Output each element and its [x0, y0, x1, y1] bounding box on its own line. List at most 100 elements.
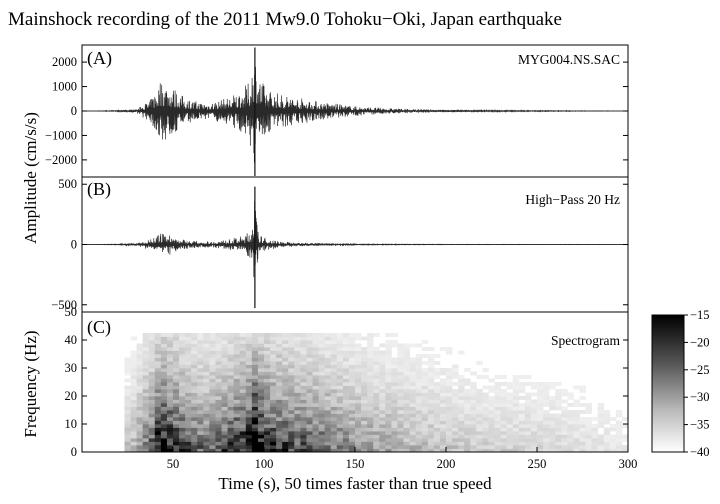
- spectrogram-cell: [245, 403, 253, 407]
- spectrogram-cell: [597, 434, 605, 439]
- spectrogram-cell: [264, 336, 271, 341]
- spectrogram-cell: [276, 357, 283, 362]
- spectrogram-cell: [142, 354, 150, 358]
- spectrogram-cell: [203, 392, 210, 397]
- spectrogram-cell: [591, 427, 599, 432]
- spectrogram-cell: [427, 392, 435, 397]
- spectrogram-cell: [142, 396, 150, 400]
- y-axis-label-amplitude: Amplitude (cm/s/s): [21, 112, 40, 244]
- spectrogram-cell: [270, 420, 277, 425]
- spectrogram-cell: [488, 434, 495, 439]
- spectrogram-cell: [348, 413, 356, 418]
- spectrogram-cell: [221, 385, 228, 390]
- spectrogram-cell: [142, 406, 150, 411]
- spectrogram-cell: [621, 445, 629, 449]
- spectrogram-cell: [403, 427, 410, 432]
- spectrogram-cell: [233, 448, 241, 453]
- spectrogram-cell: [294, 385, 301, 390]
- spectrogram-cell: [524, 410, 532, 414]
- spectrogram-cell: [385, 340, 392, 344]
- spectrogram-cell: [379, 357, 386, 362]
- spectrogram-cell: [421, 441, 429, 446]
- spectrogram-cell: [427, 438, 435, 442]
- spectrogram-cell: [342, 343, 350, 348]
- spectrogram-cell: [160, 434, 168, 439]
- spectrogram-cell: [209, 445, 216, 449]
- spectrogram-cell: [276, 364, 283, 369]
- spectrogram-cell: [621, 438, 629, 442]
- spectrogram-cell: [179, 364, 186, 369]
- spectrogram-cell: [373, 389, 380, 393]
- spectrogram-cell: [221, 357, 228, 362]
- spectrogram-cell: [427, 399, 435, 404]
- spectrogram-cell: [130, 441, 137, 446]
- spectrogram-cell: [470, 382, 477, 386]
- spectrogram-cell: [537, 382, 544, 386]
- spectrogram-cell: [124, 441, 131, 446]
- spectrogram-cell: [294, 417, 301, 421]
- spectrogram-cell: [233, 445, 241, 449]
- spectrogram-cell: [257, 420, 265, 425]
- spectrogram-cell: [421, 389, 429, 393]
- spectrogram-cell: [142, 375, 150, 379]
- spectrogram-cell: [324, 420, 332, 425]
- spectrogram-cell: [355, 389, 362, 393]
- spectrogram-cell: [348, 357, 356, 362]
- spectrogram-cell: [179, 399, 186, 404]
- spectrogram-cell: [221, 392, 228, 397]
- spectrogram-cell: [318, 399, 326, 404]
- spectrogram-cell: [148, 343, 156, 348]
- spectrogram-cell: [373, 350, 380, 355]
- spectrogram-cell: [148, 431, 156, 435]
- spectrogram-cell: [312, 375, 319, 379]
- spectrogram-cell: [361, 434, 368, 439]
- spectrogram-cell: [270, 413, 277, 418]
- spectrogram-cell: [166, 368, 174, 372]
- spectrogram-cell: [336, 448, 344, 453]
- spectrogram-cell: [330, 357, 338, 362]
- spectrogram-cell: [179, 336, 186, 341]
- spectrogram-cell: [336, 431, 344, 435]
- spectrogram-cell: [615, 424, 623, 428]
- spectrogram-cell: [173, 396, 180, 400]
- spectrogram-cell: [427, 361, 435, 365]
- spectrogram-cell: [324, 368, 332, 372]
- spectrogram-cell: [251, 382, 259, 386]
- spectrogram-cell: [391, 438, 398, 442]
- spectrogram-cell: [561, 392, 568, 397]
- spectrogram-cell: [458, 403, 465, 407]
- spectrogram-cell: [324, 441, 332, 446]
- spectrogram-cell: [264, 382, 271, 386]
- spectrogram-cell: [421, 378, 429, 383]
- spectrogram-cell: [555, 403, 562, 407]
- spectrogram-cell: [446, 410, 453, 414]
- spectrogram-cell: [391, 420, 398, 425]
- spectrogram-cell: [300, 417, 307, 421]
- spectrogram-cell: [197, 385, 204, 390]
- spectrogram-cell: [421, 438, 429, 442]
- spectrogram-cell: [282, 382, 289, 386]
- panel-c-xticks: 50 100 150 200 250 300: [167, 447, 637, 471]
- spectrogram-cell: [500, 389, 508, 393]
- spectrogram-cell: [421, 392, 429, 397]
- spectrogram-cell: [160, 368, 168, 372]
- spectrogram-cell: [270, 403, 277, 407]
- x-axis-label: Time (s), 50 times faster than true spee…: [218, 474, 492, 493]
- spectrogram-cell: [488, 406, 495, 411]
- spectrogram-cell: [185, 385, 192, 390]
- spectrogram-cell: [342, 403, 350, 407]
- spectrogram-cell: [591, 448, 599, 453]
- spectrogram-cell: [385, 431, 392, 435]
- spectrogram-cell: [433, 371, 441, 376]
- spectrogram-cell: [142, 389, 150, 393]
- spectrogram-cell: [233, 389, 241, 393]
- spectrogram-cell: [330, 417, 338, 421]
- panel-b-trace: [82, 201, 629, 283]
- spectrogram-cell: [482, 445, 489, 449]
- spectrogram-cell: [221, 368, 228, 372]
- spectrogram-cell: [415, 448, 423, 453]
- spectrogram-cell: [257, 347, 265, 351]
- spectrogram-cell: [579, 417, 586, 421]
- spectrogram-cell: [257, 434, 265, 439]
- spectrogram-cell: [233, 371, 241, 376]
